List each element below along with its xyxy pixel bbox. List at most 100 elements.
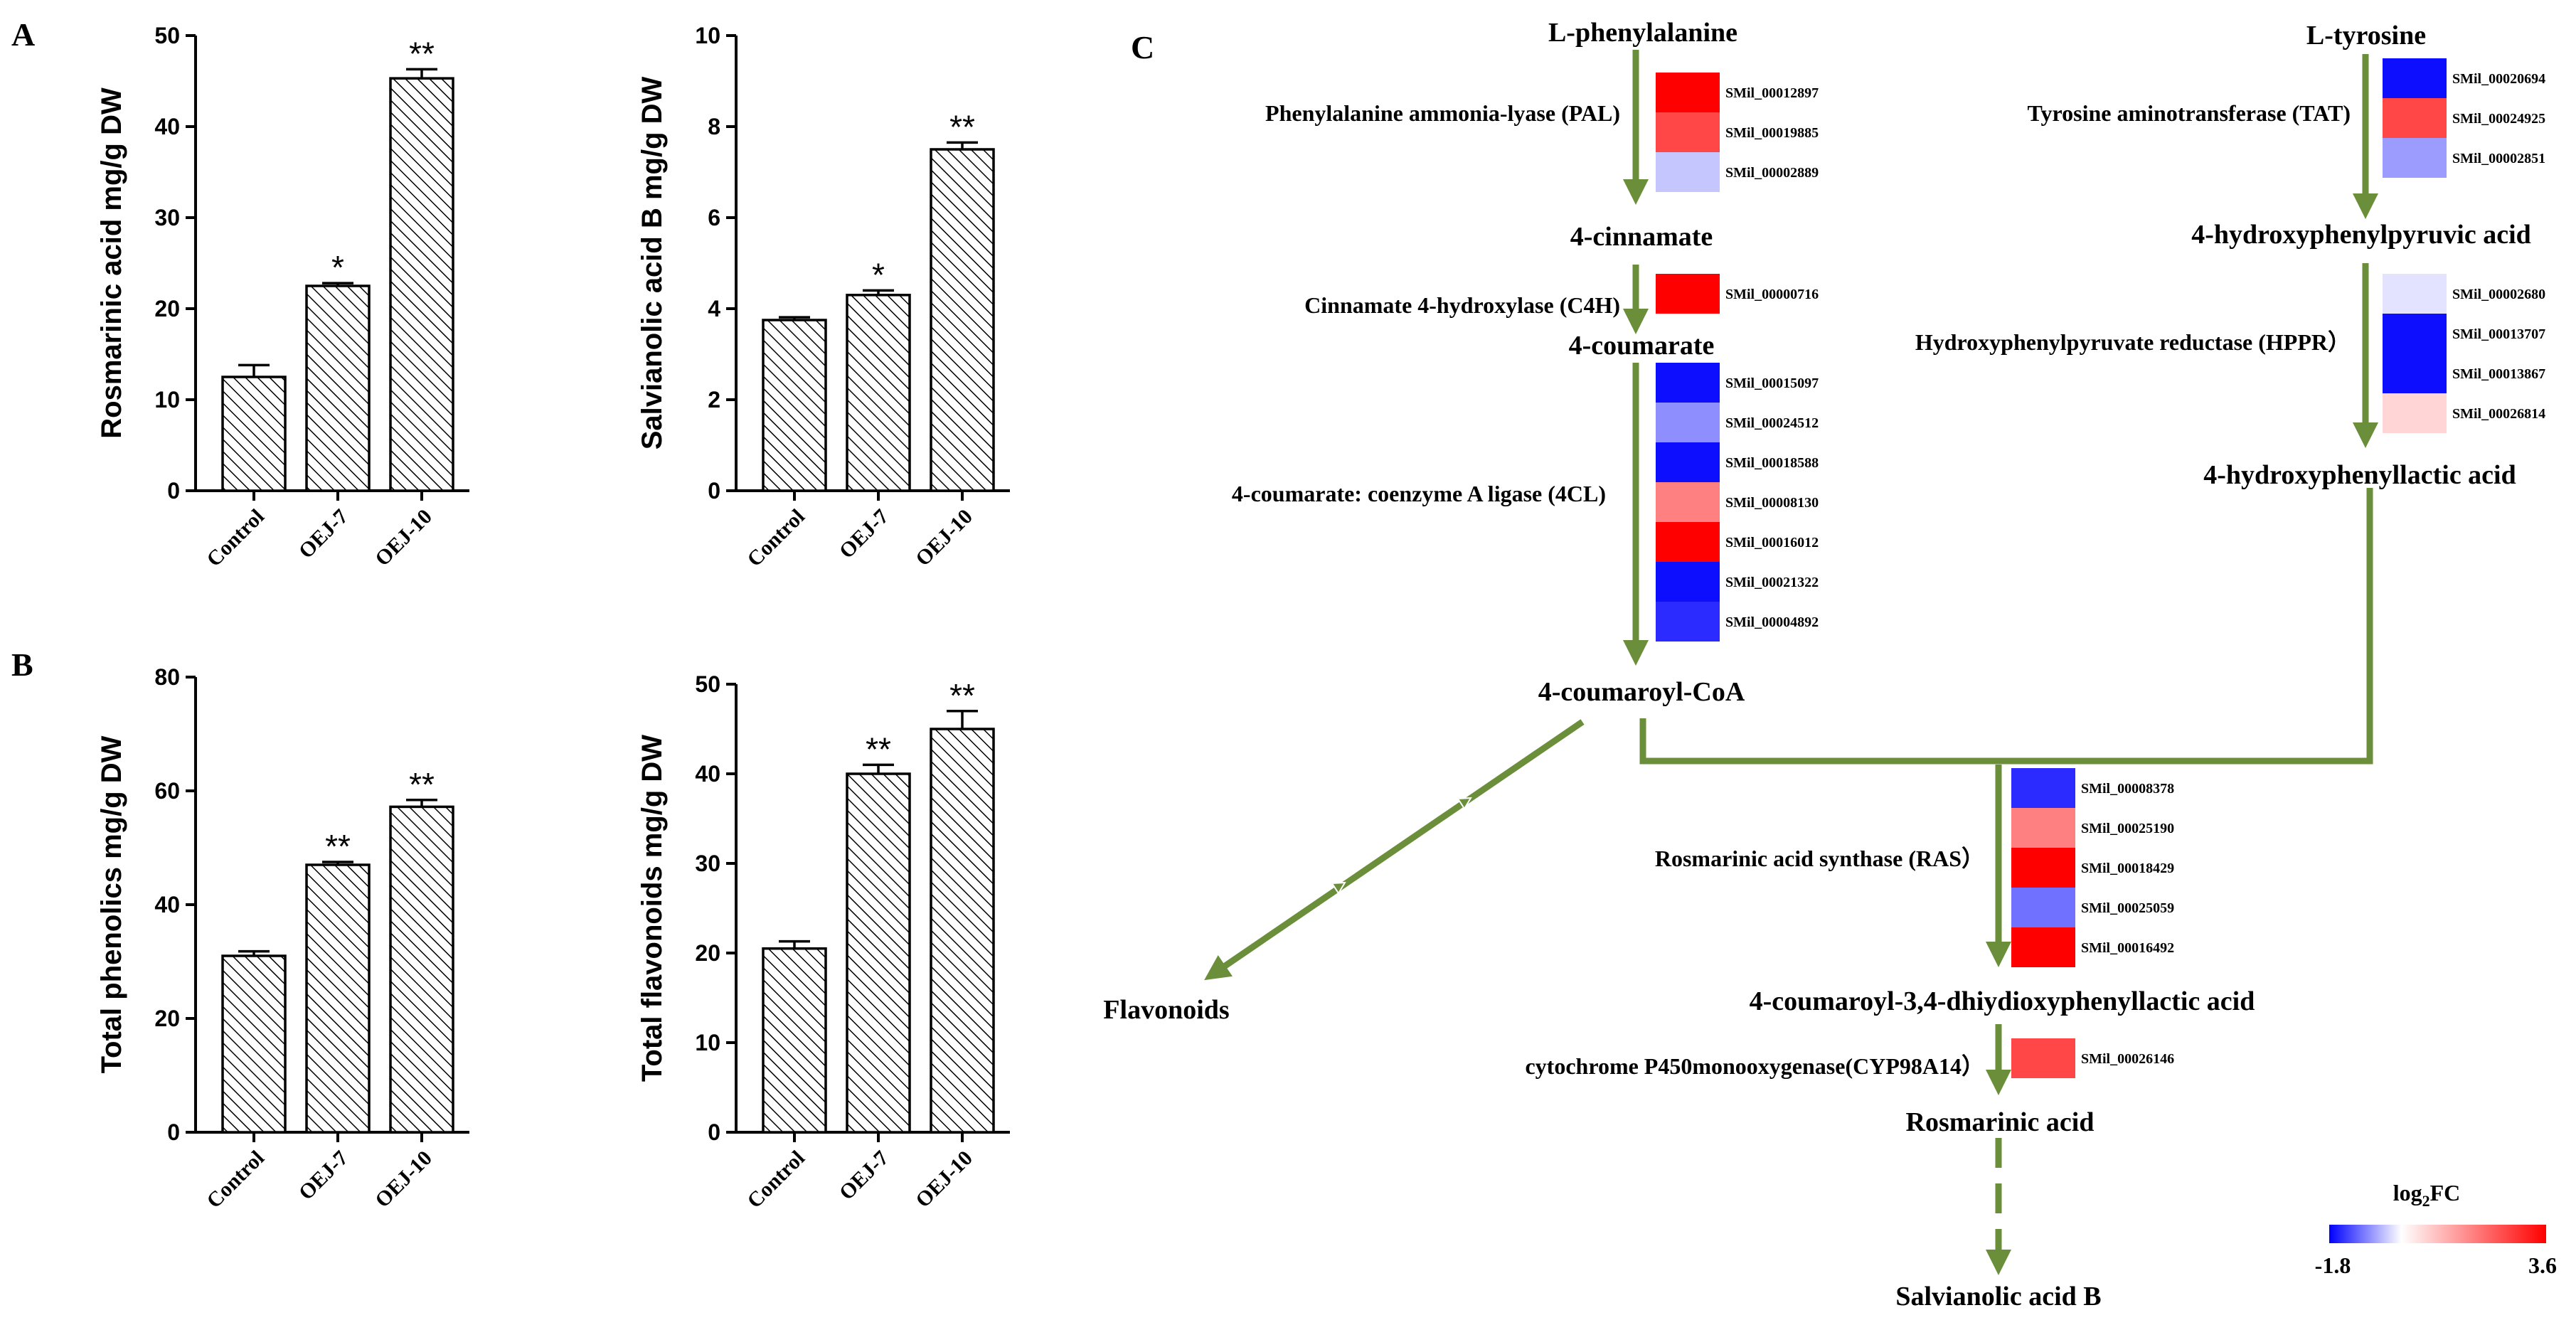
y-tick-label: 10: [695, 23, 720, 48]
y-tick-label: 6: [708, 205, 720, 230]
arrow-tick-2: [1331, 881, 1346, 895]
significance-marker: **: [866, 730, 891, 767]
compound-sab: Salvianolic acid B: [1895, 1282, 2101, 1311]
y-tick-label: 60: [154, 778, 180, 804]
bar: [305, 284, 371, 492]
bar-chart-1: 0 10 20 30 40 50 Rosmarinic acid mg/g DW Contro…: [96, 23, 469, 571]
gene-id-label: SMil_00016492: [2081, 940, 2174, 956]
bar-chart-3: 0 20 40 60 80 Total phenolics mg/g DW Control *…: [96, 664, 469, 1213]
gene-id-label: SMil_00012897: [1725, 85, 1819, 101]
x-tick-label: OEJ-10: [911, 1146, 977, 1213]
heatmap-cell: [2011, 927, 2075, 967]
gene-id-label: SMil_00026146: [2081, 1051, 2174, 1067]
log2fc-legend: log2FC -1.8 3.6: [2315, 1180, 2557, 1278]
heatmap-cell: [2383, 98, 2447, 138]
y-tick-label: 80: [154, 664, 180, 690]
compound-labels: L-phenylalanine 4-cinnamate 4-coumarate …: [1103, 18, 2530, 1311]
gene-id-label: SMil_00018429: [2081, 861, 2174, 876]
heatmap-cells: SMil_00012897SMil_00019885SMil_00002889S…: [1656, 58, 2545, 1078]
significance-marker: **: [409, 35, 435, 72]
legend-title-tail: FC: [2430, 1180, 2461, 1205]
heatmap-cell: [1656, 363, 1720, 403]
heatmap-cell: [1656, 442, 1720, 482]
y-tick-label: 4: [708, 296, 720, 321]
bar: [389, 77, 454, 492]
y-tick-label: 40: [154, 892, 180, 917]
heatmap-group-5: SMil_00002680 SMil_00013707 SMil_00013867 S…: [2383, 274, 2545, 433]
gene-id-label: SMil_00002889: [1725, 165, 1819, 181]
compound-flavonoids: Flavonoids: [1103, 995, 1229, 1025]
heatmap-cell: [1656, 562, 1720, 602]
pathway-arrows: [1204, 50, 2378, 1275]
heatmap-cell: [1656, 152, 1720, 192]
bar: [221, 954, 287, 1134]
y-tick-label: 0: [167, 1119, 180, 1145]
legend-max: 3.6: [2528, 1252, 2557, 1278]
legend-title: log2FC: [2393, 1180, 2461, 1210]
gene-id-label: SMil_00008130: [1725, 495, 1819, 511]
enzyme-tat: Tyrosine aminotransferase (TAT): [2028, 100, 2351, 126]
heatmap-group-6: SMil_00008378 SMil_00025190 SMil_00018429 S…: [2011, 768, 2174, 967]
compound-hpla: 4-hydroxyphenyllactic acid: [2203, 460, 2516, 490]
y-tick-label: 10: [154, 387, 180, 412]
heatmap-group-2: SMil_00000716: [1656, 274, 1819, 314]
heatmap-cell: [1656, 274, 1720, 314]
x-tick-label: Control: [743, 505, 809, 572]
heatmap-group-7: SMil_00026146: [2011, 1038, 2174, 1078]
x-tick-label: OEJ-7: [835, 505, 893, 563]
enzyme-labels: Phenylalanine ammonia-lyase (PAL) Cinnam…: [1232, 100, 2351, 1079]
heatmap-cell: [2011, 888, 2075, 927]
significance-marker: **: [409, 766, 435, 803]
bar-chart-4: 0 10 20 30 40 50 Total flavonoids mg/g DW Contr…: [637, 671, 1010, 1213]
heatmap-group-4: SMil_00020694 SMil_00024925 SMil_00002851: [2383, 58, 2545, 178]
compound-ra: Rosmarinic acid: [1906, 1107, 2095, 1137]
y-axis-label: Total phenolics mg/g DW: [96, 735, 127, 1073]
heatmap-group-3: SMil_00015097 SMil_00024512 SMil_00018588 S…: [1656, 363, 1819, 642]
flavonoid-arrow-ticks: [1331, 797, 1472, 895]
enzyme-ras: Rosmarinic acid synthase (RAS）: [1655, 846, 1984, 871]
gene-id-label: SMil_00013707: [2452, 326, 2545, 342]
y-axis-label: Total flavonoids mg/g DW: [637, 735, 668, 1082]
bar: [846, 294, 911, 492]
gene-id-label: SMil_00002680: [2452, 287, 2545, 302]
compound-coumaroyl-coa: 4-coumaroyl-CoA: [1538, 677, 1745, 707]
x-tick-label: OEJ-10: [371, 505, 437, 571]
arrow-tick-1: [1457, 797, 1472, 810]
y-tick-label: 0: [708, 1119, 720, 1145]
bar: [389, 805, 454, 1134]
significance-marker: *: [331, 249, 344, 286]
significance-marker: **: [949, 677, 975, 714]
compound-c34dhpl: 4-coumaroyl-3,4-dhiydioxyphenyllactic ac…: [1750, 986, 2255, 1016]
heatmap-cell: [1656, 602, 1720, 642]
gene-id-label: SMil_00019885: [1725, 125, 1819, 141]
heatmap-cell: [2383, 274, 2447, 314]
y-tick-label: 50: [154, 23, 180, 48]
legend-title-sub: 2: [2422, 1192, 2430, 1210]
heatmap-group-1: SMil_00012897 SMil_00019885 SMil_00002889: [1656, 73, 1819, 192]
pathway-diagram: L-phenylalanine 4-cinnamate 4-coumarate …: [1103, 18, 2545, 1311]
heatmap-cell: [2011, 848, 2075, 888]
x-tick-label: OEJ-7: [294, 1146, 353, 1205]
gene-id-label: SMil_00024512: [1725, 415, 1819, 431]
y-axis-label: Rosmarinic acid mg/g DW: [96, 87, 127, 439]
heatmap-cell: [2383, 393, 2447, 433]
bar: [305, 863, 371, 1134]
gene-id-label: SMil_00025190: [2081, 821, 2174, 836]
heatmap-cell: [2011, 768, 2075, 808]
significance-marker: *: [872, 256, 885, 293]
enzyme-cyp: cytochrome P450monooxygenase(CYP98A14）: [1525, 1053, 1984, 1079]
y-tick-label: 20: [154, 1006, 180, 1031]
y-tick-label: 50: [695, 671, 720, 697]
legend-title-base: log: [2393, 1180, 2422, 1205]
y-tick-label: 10: [695, 1030, 720, 1055]
heatmap-cell: [1656, 522, 1720, 562]
y-tick-label: 0: [708, 478, 720, 504]
y-tick-label: 30: [695, 851, 720, 876]
gene-id-label: SMil_00026814: [2452, 406, 2545, 422]
y-tick-label: 40: [154, 114, 180, 139]
compound-tyr: L-tyrosine: [2306, 21, 2426, 50]
legend-min: -1.8: [2315, 1252, 2351, 1278]
bar: [762, 947, 827, 1134]
